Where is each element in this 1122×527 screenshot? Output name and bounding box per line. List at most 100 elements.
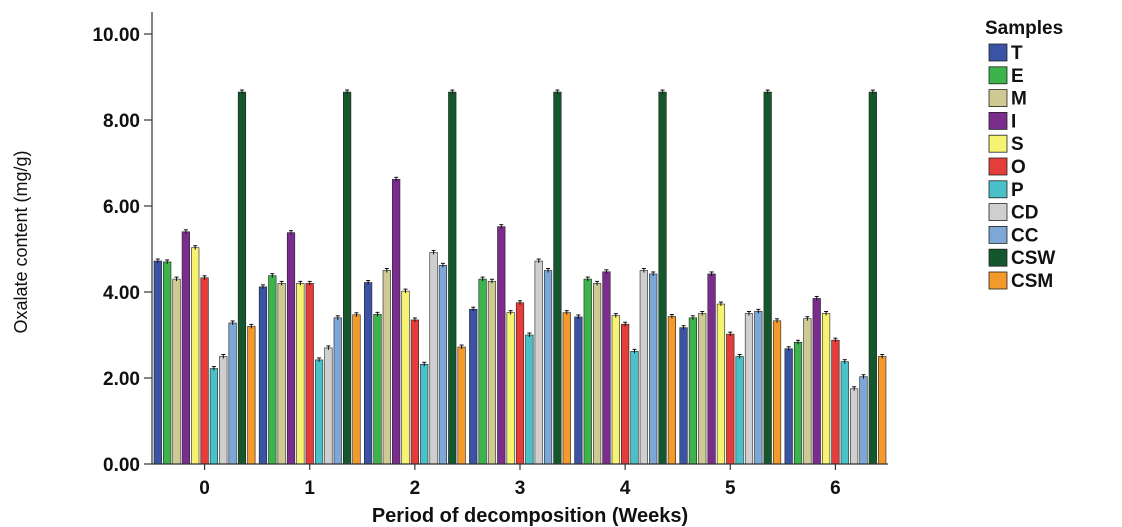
bar-s-week-5 [716,303,726,465]
bar-m-week-6 [803,318,812,465]
legend-label-p: P [1011,180,1024,201]
bar-cd-week-1 [324,347,333,465]
y-tick-label: 10.00 [92,25,140,46]
bar-csw-week-2 [448,91,457,465]
bar-i-week-4 [602,271,611,465]
x-tick-label: 1 [304,478,315,499]
y-tick-label: 4.00 [103,283,140,304]
bar-i-week-0 [181,231,190,465]
x-tick-label: 5 [725,478,736,499]
bar-o-week-5 [726,333,735,465]
bar-cc-week-4 [649,273,658,465]
legend-swatch-o [988,157,1008,176]
bar-i-week-5 [707,273,716,465]
bar-o-week-6 [831,339,840,465]
bar-p-week-1 [314,359,324,465]
bar-csw-week-1 [343,91,352,465]
bar-o-week-3 [515,302,525,465]
bar-e-week-5 [688,317,697,465]
legend-swatch-m [988,89,1008,107]
bar-e-week-4 [583,278,592,465]
bar-m-week-5 [698,313,707,465]
y-tick-label: 0.00 [103,455,140,476]
bar-o-week-4 [621,323,630,465]
bar-cd-week-6 [850,388,859,465]
bar-s-week-3 [506,312,515,465]
bar-m-week-2 [382,270,391,465]
bar-s-week-0 [191,247,200,465]
bar-p-week-4 [630,351,639,465]
bar-o-week-1 [305,283,314,465]
legend-label-cc: CC [1011,225,1039,246]
x-axis-title: Period of decomposition (Weeks) [372,505,688,527]
bar-csm-week-3 [562,312,571,465]
bar-m-week-0 [172,278,181,465]
bar-csm-week-1 [352,314,361,465]
legend-label-m: M [1011,89,1027,110]
bar-t-week-5 [679,327,688,465]
legend-title: Samples [985,18,1063,39]
bar-cc-week-1 [333,317,342,465]
bar-cc-week-3 [543,270,553,465]
y-axis-title: Oxalate content (mg/g) [11,150,31,333]
bar-e-week-3 [478,278,487,465]
bar-t-week-1 [258,286,268,465]
bar-csw-week-0 [237,91,247,465]
x-tick-label: 4 [620,478,631,499]
bar-t-week-2 [364,282,373,465]
bar-csm-week-6 [878,356,887,465]
bar-m-week-1 [277,283,286,465]
x-axis: 0 1 2 3 4 5 6 [152,463,888,499]
legend-swatch-e [988,66,1008,85]
bar-s-week-1 [296,283,305,465]
y-axis: 0.00 2.00 4.00 6.00 8.00 10.00 [92,12,153,476]
x-tick-label: 0 [199,478,210,499]
bar-csw-week-6 [868,91,877,465]
bar-e-week-1 [268,275,277,465]
legend-label-i: I [1011,111,1016,132]
legend-label-e: E [1011,66,1024,87]
bar-i-week-2 [392,179,401,465]
y-tick-label: 8.00 [103,111,140,132]
bar-p-week-3 [525,334,534,465]
bar-i-week-1 [286,232,296,465]
bar-p-week-5 [735,356,744,465]
legend-label-csw: CSW [1011,248,1055,269]
bar-csm-week-5 [772,320,782,465]
bar-csw-week-4 [658,91,667,465]
bar-i-week-6 [812,298,821,465]
bar-m-week-4 [592,283,602,465]
bar-csm-week-4 [667,316,676,465]
bar-cd-week-3 [534,260,543,465]
bar-p-week-0 [209,368,219,465]
legend-label-s: S [1011,134,1024,155]
bar-t-week-0 [153,260,162,465]
bar-t-week-4 [574,316,583,465]
bar-m-week-3 [487,280,497,465]
legend-swatch-t [988,43,1008,62]
legend-swatch-p [988,180,1008,199]
legend-swatch-cc [988,225,1008,244]
bar-o-week-2 [410,319,419,465]
bar-e-week-2 [373,314,382,465]
bar-i-week-3 [497,226,506,465]
legend-swatch-csw [988,248,1008,267]
bar-p-week-2 [420,363,429,465]
legend-swatch-i [988,112,1008,130]
bar-cd-week-0 [219,356,228,465]
x-tick-label: 6 [830,478,841,499]
legend-label-cd: CD [1011,203,1038,224]
bar-cd-week-5 [744,313,754,465]
bar-cc-week-5 [754,311,763,465]
bar-csw-week-5 [763,91,772,465]
bar-t-week-3 [469,308,478,465]
bar-o-week-0 [200,277,209,465]
legend-label-csm: CSM [1011,271,1053,292]
bar-t-week-6 [784,348,793,465]
y-tick-label: 2.00 [103,369,140,390]
bar-e-week-0 [163,261,172,465]
bar-e-week-6 [793,342,803,465]
x-tick-label: 3 [515,478,526,499]
